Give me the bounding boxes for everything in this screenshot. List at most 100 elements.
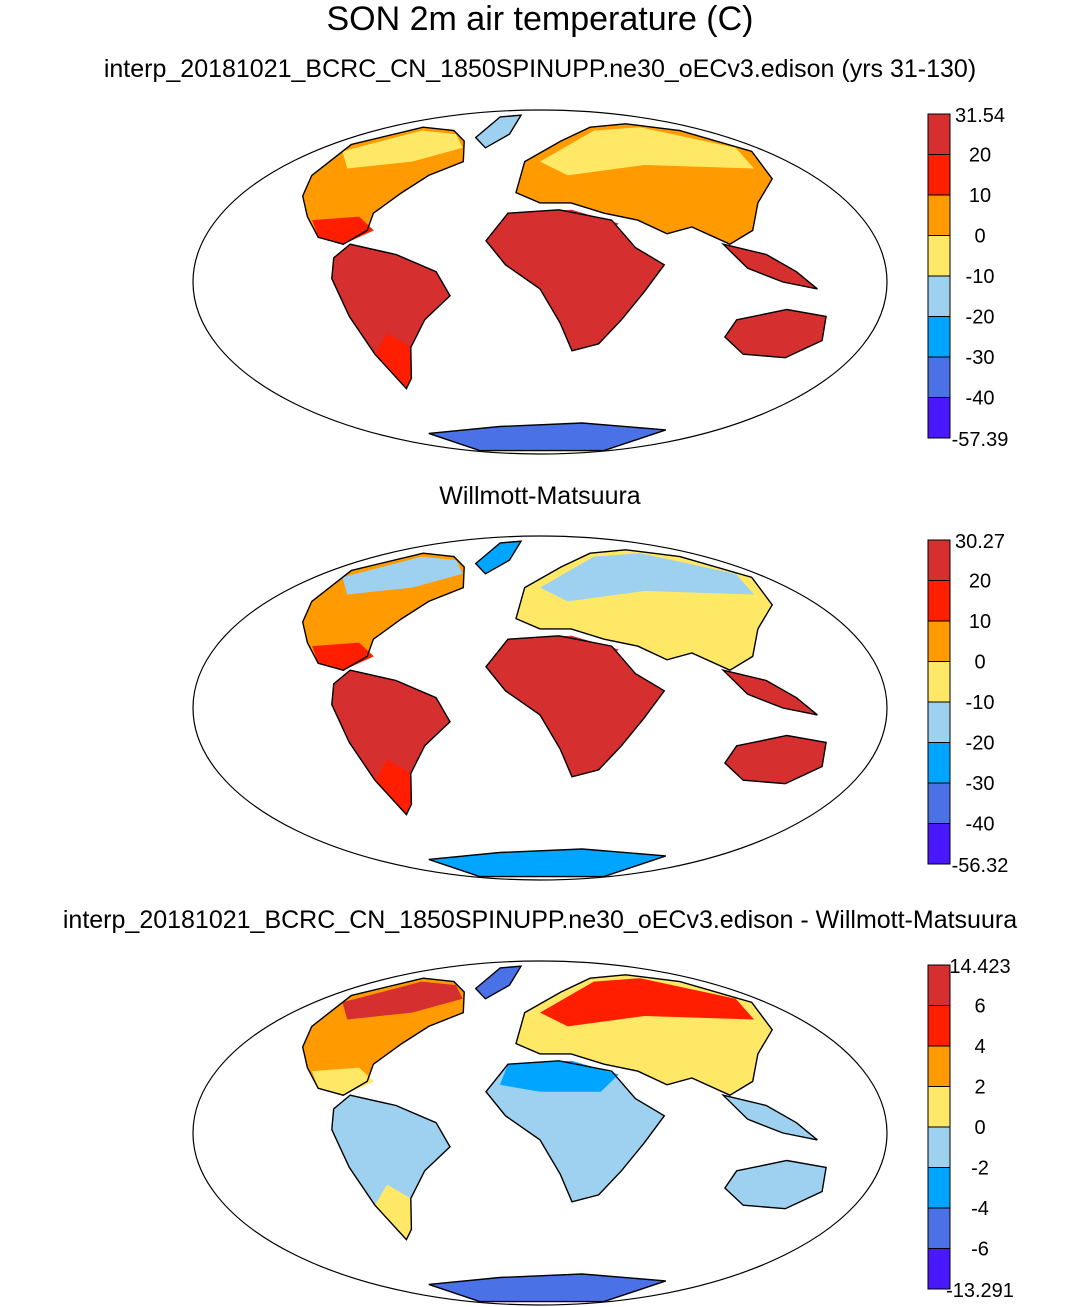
land-eurasia-north — [540, 978, 755, 1027]
colorbar-swatch — [927, 964, 951, 1006]
coastline-namerica — [301, 552, 465, 671]
colorbar-swatch — [927, 1167, 951, 1209]
land-eurasia-north — [540, 127, 755, 176]
colorbar-label: -56.32 — [952, 855, 1009, 877]
land-greenland — [475, 966, 521, 999]
coastline-africa — [485, 635, 666, 778]
colorbar-label: 0 — [974, 226, 985, 248]
land-africa — [486, 1060, 665, 1202]
colorbar-label: 4 — [974, 1036, 985, 1058]
coastline-antarctica — [428, 422, 667, 452]
colorbar-swatch — [927, 1086, 951, 1128]
panel-3-title: interp_20181021_BCRC_CN_1850SPINUPP.ne30… — [62, 906, 1018, 934]
land-seasia — [723, 1095, 818, 1140]
coastline-namerica — [301, 977, 465, 1096]
colorbar-swatch — [927, 316, 951, 358]
map-panel-2 — [192, 535, 888, 881]
colorbar-label: -20 — [966, 307, 995, 329]
colorbar-swatch — [927, 356, 951, 398]
colorbar-swatch — [927, 235, 951, 277]
land-samerica-south — [374, 333, 412, 389]
colorbar-label: 6 — [974, 996, 985, 1018]
land-fields — [301, 114, 827, 452]
land-samerica — [331, 670, 450, 815]
land-namerica-north — [342, 556, 463, 595]
colorbar-swatch — [927, 661, 951, 703]
colorbar-swatch — [927, 742, 951, 784]
colorbar-label: 20 — [969, 145, 991, 167]
land-antarctica — [428, 849, 666, 877]
map-boundary — [192, 535, 888, 881]
colorbar-label: -30 — [966, 773, 995, 795]
colorbar-label: -30 — [966, 347, 995, 369]
land-samerica-south — [374, 759, 412, 815]
land-greenland — [475, 541, 521, 574]
land-eurasia-north — [540, 553, 755, 602]
land-antarctica — [428, 1274, 666, 1302]
map-boundary — [192, 109, 888, 455]
coastline-eurasia — [515, 123, 774, 245]
coastline-samerica — [331, 243, 451, 390]
land-namerica-south — [312, 216, 374, 245]
land-africa-north — [499, 1060, 619, 1092]
colorbar-swatch — [927, 1126, 951, 1168]
panel-2-title: Willmott-Matsuura — [439, 482, 641, 510]
colorbar-swatch — [927, 620, 951, 662]
colorbar-swatch — [927, 397, 951, 439]
colorbar-swatch — [927, 1207, 951, 1249]
colorbar-swatch — [927, 539, 951, 581]
colorbar-label: -2 — [971, 1158, 989, 1180]
colorbar-swatch — [927, 275, 951, 317]
land-africa-north — [499, 209, 619, 241]
colorbar-label: 10 — [969, 185, 991, 207]
land-africa-north — [499, 635, 619, 667]
land-australia — [724, 309, 827, 358]
colorbar-label: -4 — [971, 1198, 989, 1220]
land-namerica-north — [342, 981, 463, 1020]
colorbar-label: 30.27 — [955, 531, 1005, 553]
map-panel-3 — [192, 960, 888, 1306]
coastline-samerica — [331, 669, 451, 816]
land-fields — [301, 540, 827, 878]
colorbar-label: 14.423 — [949, 956, 1010, 978]
coastline-antarctica — [428, 848, 667, 878]
colorbar-swatch — [927, 1005, 951, 1047]
colorbar-swatch — [927, 823, 951, 865]
colorbar-swatch — [927, 782, 951, 824]
coastline-namerica — [301, 126, 465, 245]
colorbar-2: 30.27 20 10 0 -10 -20 -30 -40 -56.32 — [927, 531, 1009, 877]
colorbar-label: -6 — [971, 1239, 989, 1261]
land-antarctica — [428, 423, 666, 451]
land-namerica-north — [342, 130, 463, 169]
land-africa — [486, 635, 665, 777]
colorbar-label: 10 — [969, 611, 991, 633]
colorbar-label: -57.39 — [952, 429, 1009, 451]
colorbar-label: -20 — [966, 733, 995, 755]
colorbar-label: 31.54 — [955, 105, 1005, 127]
colorbar-label: 2 — [974, 1077, 985, 1099]
map-boundary — [192, 960, 888, 1306]
land-australia — [724, 1160, 827, 1209]
figure-title: SON 2m air temperature (C) — [326, 0, 754, 38]
land-samerica — [331, 244, 450, 389]
coastline-antarctica — [428, 1273, 667, 1303]
land-samerica — [331, 1095, 450, 1240]
colorbar-label: -13.291 — [946, 1280, 1014, 1302]
coastline-seasia — [720, 1093, 818, 1141]
coastline-greenland — [474, 540, 523, 575]
land-samerica-south — [374, 1184, 412, 1240]
colorbar-label: 20 — [969, 571, 991, 593]
land-africa — [486, 209, 665, 351]
colorbar-swatch — [927, 113, 951, 155]
colorbar-label: 0 — [974, 1117, 985, 1139]
coastline-seasia — [720, 242, 818, 290]
land-greenland — [475, 115, 521, 148]
colorbar-swatch — [927, 154, 951, 196]
coastline-australia — [723, 1159, 827, 1210]
coastline-africa — [485, 1060, 666, 1203]
panel-1-title: interp_20181021_BCRC_CN_1850SPINUPP.ne30… — [103, 55, 977, 83]
colorbar-swatch — [927, 1045, 951, 1087]
colorbar-swatch — [927, 701, 951, 743]
colorbar-swatch — [927, 1248, 951, 1290]
